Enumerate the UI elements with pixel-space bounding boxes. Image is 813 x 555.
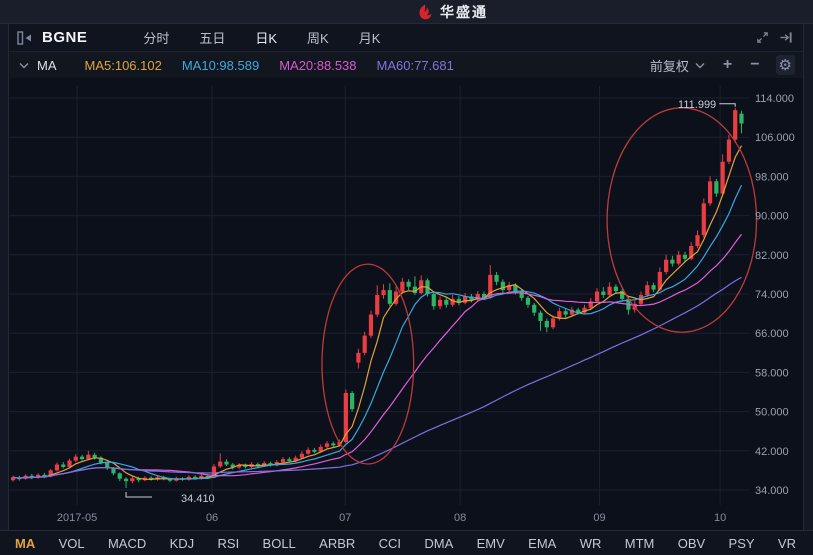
indicator-tab-emv[interactable]: EMV bbox=[476, 535, 505, 551]
ma20-line bbox=[12, 233, 742, 479]
app-brand: 华盛通 bbox=[417, 2, 488, 22]
ma-value-ma5: MA5:106.102 bbox=[84, 57, 162, 73]
ma-lines-group bbox=[12, 145, 743, 481]
zoom-in-button[interactable]: + bbox=[722, 56, 733, 73]
period-tab-week-k[interactable]: 周K bbox=[307, 31, 329, 46]
collapse-left-panel-icon[interactable] bbox=[17, 30, 33, 45]
open-right-panel-icon[interactable] bbox=[779, 31, 793, 44]
highlight-ellipse bbox=[321, 263, 415, 465]
low-price-label: 34.410 bbox=[181, 493, 215, 505]
ma-value-ma10: MA10:98.589 bbox=[181, 57, 260, 73]
annotations-group: 111.999 34.410 bbox=[125, 99, 758, 505]
indicator-tab-macd[interactable]: MACD bbox=[107, 535, 147, 551]
adjust-mode-label: 前复权 bbox=[649, 58, 689, 74]
y-axis-label: 106.000 bbox=[755, 132, 795, 144]
zoom-out-button[interactable]: − bbox=[750, 56, 760, 73]
x-axis-label: 07 bbox=[339, 512, 351, 524]
y-axis-label: 114.000 bbox=[755, 93, 794, 105]
indicator-tab-kdj[interactable]: KDJ bbox=[169, 535, 195, 551]
app-title: 华盛通 bbox=[440, 3, 488, 20]
period-tab-five-day[interactable]: 五日 bbox=[199, 31, 226, 46]
indicator-tabs-bar: MA VOL MACD KDJ RSI BOLL ARBR CCI DMA EMV EMA WR MTM… bbox=[0, 530, 813, 555]
left-collapsed-panel[interactable] bbox=[0, 24, 9, 530]
indicator-tab-wr[interactable]: WR bbox=[579, 535, 602, 551]
indicator-tab-rsi[interactable]: RSI bbox=[217, 535, 240, 551]
axis-labels-group: 114.000 106.000 98.000 90.000 82.000 74.000 66… bbox=[57, 93, 795, 524]
x-axis-label: 08 bbox=[454, 512, 466, 524]
indicator-tab-boll[interactable]: BOLL bbox=[262, 535, 296, 551]
stock-symbol: BGNE bbox=[42, 29, 88, 46]
title-bar: 华盛通 bbox=[0, 0, 813, 24]
ma-indicator-bar: MA MA5:106.102 MA10:98.589 MA20:88.538 MA60… bbox=[9, 52, 803, 78]
y-axis-label: 42.000 bbox=[755, 446, 789, 458]
indicator-tab-cci[interactable]: CCI bbox=[378, 535, 402, 551]
candlestick-chart[interactable]: 111.999 34.410 114.000 106.000 98.000 90.000 8… bbox=[9, 78, 803, 530]
y-axis-label: 34.000 bbox=[755, 485, 789, 497]
high-price-label: 111.999 bbox=[678, 99, 716, 111]
x-axis-label: 2017-05 bbox=[57, 512, 97, 524]
period-tabs: 分时 五日 日K 周K 月K bbox=[143, 28, 380, 47]
y-axis-label: 82.000 bbox=[755, 250, 789, 262]
indicator-tab-ma[interactable]: MA bbox=[15, 535, 36, 551]
indicator-tab-arbr[interactable]: ARBR bbox=[319, 535, 356, 551]
ma-value-ma20: MA20:88.538 bbox=[279, 57, 357, 73]
ma5-line bbox=[12, 145, 743, 481]
indicator-tab-vol[interactable]: VOL bbox=[58, 535, 85, 551]
right-collapsed-panel[interactable] bbox=[803, 24, 813, 530]
highlight-ellipse bbox=[606, 107, 758, 333]
indicator-tab-psy[interactable]: PSY bbox=[728, 535, 755, 551]
indicator-tab-mtm[interactable]: MTM bbox=[624, 535, 655, 551]
y-axis-label: 90.000 bbox=[755, 211, 789, 223]
y-axis-label: 58.000 bbox=[755, 367, 789, 379]
period-tab-day-k[interactable]: 日K bbox=[255, 31, 278, 46]
y-axis-label: 98.000 bbox=[755, 171, 789, 183]
ma-value-ma60: MA60:77.681 bbox=[376, 57, 454, 73]
period-tab-minute[interactable]: 分时 bbox=[143, 31, 170, 46]
ma-values: MA5:106.102 MA10:98.589 MA20:88.538 MA60:77… bbox=[85, 58, 454, 73]
settings-gear-icon[interactable]: ⚙ bbox=[775, 55, 795, 75]
indicator-tab-obv[interactable]: OBV bbox=[677, 535, 706, 551]
indicator-tab-dma[interactable]: DMA bbox=[424, 535, 454, 551]
indicator-name[interactable]: MA bbox=[37, 57, 57, 73]
chevron-down-icon bbox=[695, 62, 705, 68]
x-axis-label: 06 bbox=[206, 512, 218, 524]
ma10-line bbox=[12, 185, 743, 480]
ma60-line bbox=[12, 276, 742, 479]
indicator-tab-ema[interactable]: EMA bbox=[528, 535, 557, 551]
y-axis-label: 74.000 bbox=[755, 289, 789, 301]
fullscreen-icon[interactable] bbox=[756, 31, 769, 44]
app-logo-flame-icon bbox=[419, 4, 432, 19]
y-axis-label: 50.000 bbox=[755, 407, 789, 419]
y-axis-label: 66.000 bbox=[755, 328, 789, 340]
stock-period-bar: BGNE 分时 五日 日K 周K 月K bbox=[9, 24, 803, 52]
chevron-down-icon[interactable] bbox=[19, 62, 29, 69]
x-axis-label: 09 bbox=[593, 512, 605, 524]
x-axis-label: 10 bbox=[714, 512, 726, 524]
period-tab-month-k[interactable]: 月K bbox=[358, 31, 381, 46]
adjust-mode-dropdown[interactable]: 前复权 bbox=[650, 56, 705, 75]
indicator-tab-vr[interactable]: VR bbox=[777, 535, 796, 551]
chart-pane: 111.999 34.410 114.000 106.000 98.000 90.000 8… bbox=[9, 78, 803, 530]
